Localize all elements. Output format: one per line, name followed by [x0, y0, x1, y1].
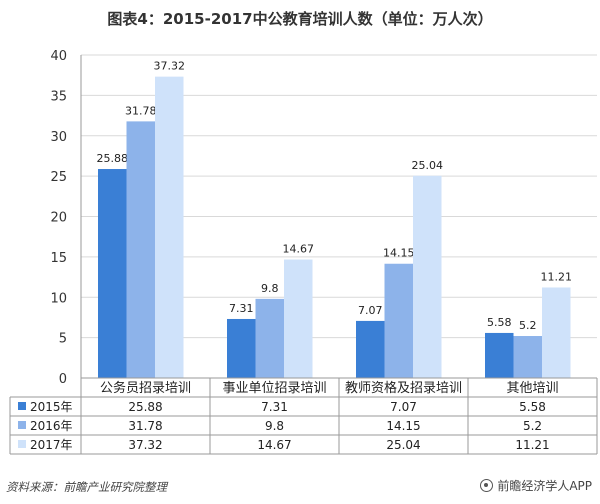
- data-label: 11.21: [541, 270, 573, 283]
- y-tick-label: 10: [50, 291, 67, 306]
- bar: [284, 259, 313, 378]
- data-label: 5.58: [487, 316, 512, 329]
- category-label: 公务员招录培训: [100, 380, 191, 396]
- chart-title: 图表4：2015-2017中公教育培训人数（单位：万人次）: [107, 10, 493, 28]
- y-tick-label: 0: [59, 372, 67, 387]
- bar: [485, 332, 514, 378]
- bar: [513, 336, 542, 378]
- legend-swatch: [18, 421, 26, 429]
- data-label: 5.2: [519, 319, 537, 332]
- category-label: 事业单位招录培训: [222, 380, 326, 396]
- table-cell: 14.15: [386, 419, 420, 433]
- table-cell: 5.2: [523, 419, 542, 433]
- table-cell: 37.32: [128, 438, 162, 452]
- y-tick-label: 15: [50, 251, 67, 266]
- legend-label: 2016年: [30, 419, 73, 433]
- bar: [126, 121, 155, 379]
- data-label: 31.78: [125, 104, 157, 117]
- table-cell: 14.67: [257, 438, 291, 452]
- table-cell: 5.58: [519, 400, 546, 414]
- legend-label: 2017年: [30, 438, 73, 452]
- data-label: 25.88: [97, 152, 129, 165]
- y-tick-label: 25: [50, 170, 67, 185]
- table-cell: 7.31: [261, 400, 288, 414]
- legend-swatch: [18, 402, 26, 410]
- bar: [356, 320, 385, 378]
- bar: [384, 263, 413, 378]
- y-tick-label: 30: [50, 130, 67, 145]
- data-label: 9.8: [261, 282, 279, 295]
- bar: [255, 298, 284, 378]
- table-cell: 7.07: [390, 400, 417, 414]
- brand-footer: 前瞻经济学人APP: [480, 477, 592, 494]
- y-tick-label: 40: [50, 49, 67, 64]
- data-label: 37.32: [154, 60, 186, 73]
- table-cell: 9.8: [265, 419, 284, 433]
- source-note: 资料来源：前瞻产业研究院整理: [6, 480, 167, 494]
- category-label: 教师资格及招录培训: [345, 380, 462, 396]
- table-cell: 31.78: [128, 419, 162, 433]
- y-tick-label: 35: [50, 89, 67, 104]
- data-label: 14.15: [383, 247, 415, 260]
- table-cell: 25.04: [386, 438, 420, 452]
- bar: [98, 169, 127, 378]
- brand-logo-icon: [480, 479, 494, 492]
- bar: [155, 76, 184, 379]
- bar: [227, 318, 256, 378]
- bar: [413, 175, 442, 378]
- data-label: 7.07: [358, 304, 383, 317]
- category-label: 其他培训: [506, 380, 558, 396]
- bar: [542, 287, 571, 378]
- data-label: 7.31: [229, 302, 254, 315]
- data-label: 14.67: [283, 243, 315, 256]
- brand-name: 前瞻经济学人APP: [497, 479, 592, 493]
- table-cell: 25.88: [128, 400, 162, 414]
- data-label: 25.04: [412, 159, 444, 172]
- y-tick-label: 20: [50, 211, 67, 226]
- y-tick-label: 5: [59, 332, 67, 347]
- legend-swatch: [18, 440, 26, 448]
- table-cell: 11.21: [515, 438, 549, 452]
- legend-label: 2015年: [30, 400, 73, 414]
